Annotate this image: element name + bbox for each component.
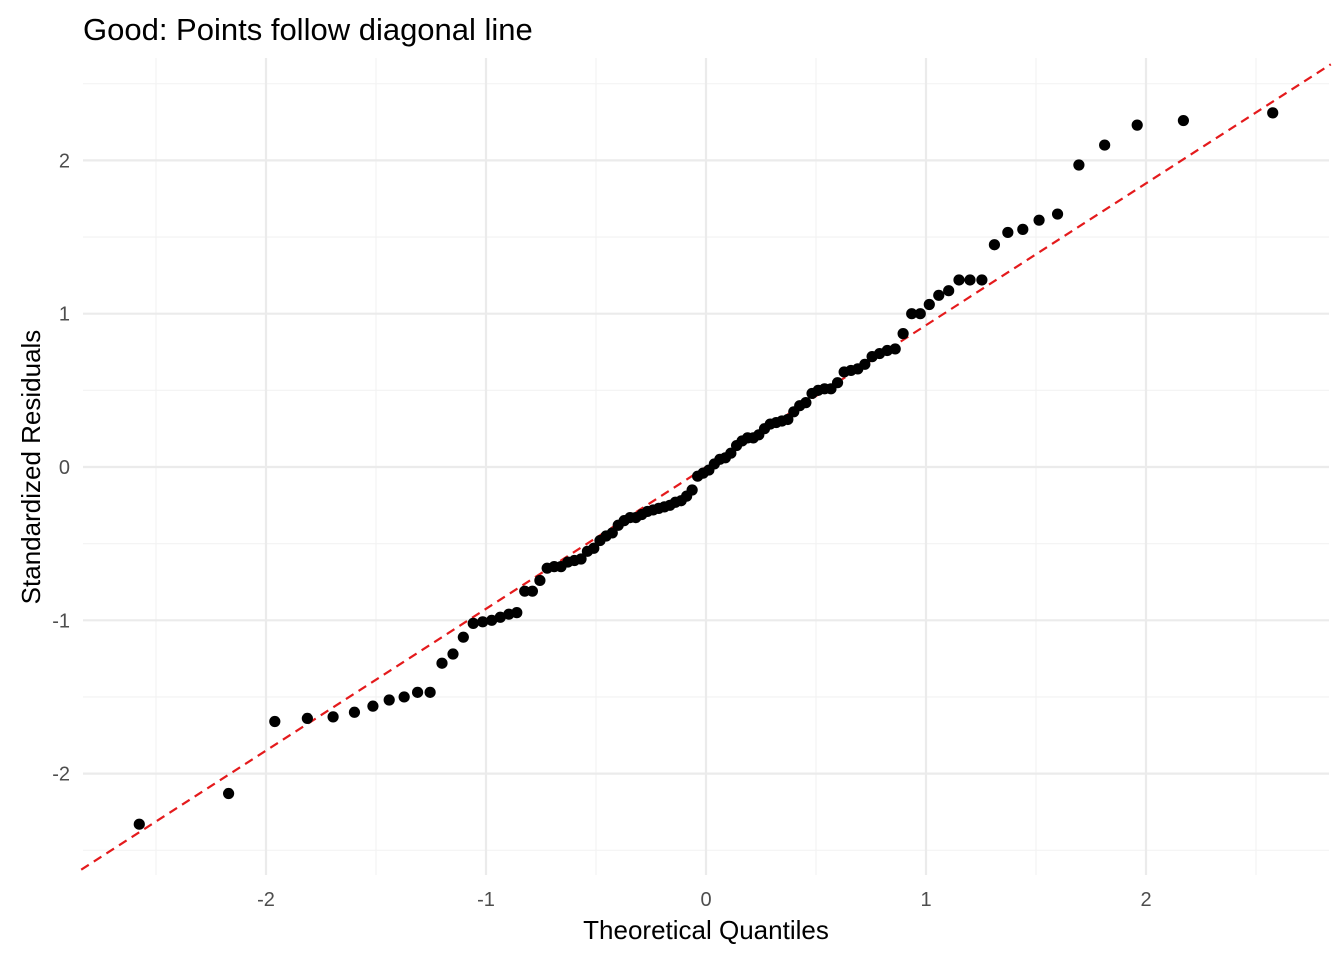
y-tick-label: -1 [52, 610, 70, 632]
y-axis-title: Standardized Residuals [16, 330, 46, 605]
data-point [1017, 223, 1029, 235]
data-point [436, 657, 448, 669]
data-point [223, 787, 235, 800]
points-layer [133, 107, 1279, 830]
data-point [1131, 119, 1143, 131]
data-point [782, 413, 794, 426]
data-point [411, 686, 424, 698]
chart-title: Good: Points follow diagonal line [83, 12, 533, 47]
x-tick-label: 0 [700, 889, 711, 911]
data-point [494, 611, 506, 623]
data-point [348, 706, 361, 718]
data-point [1033, 214, 1045, 226]
y-tick-label: -2 [52, 764, 70, 786]
data-point [424, 686, 436, 698]
data-point [301, 712, 313, 725]
data-point [976, 274, 988, 286]
y-tick-label: 1 [59, 304, 70, 326]
data-point [1267, 107, 1279, 119]
data-point [897, 328, 909, 340]
x-tick-label: -2 [257, 889, 275, 911]
data-point [467, 617, 479, 629]
data-point [486, 614, 498, 626]
data-point [933, 289, 945, 301]
data-point [133, 818, 145, 830]
x-tick-label: -1 [477, 889, 495, 911]
data-point [943, 285, 955, 297]
data-point [1051, 208, 1064, 220]
data-point [511, 607, 523, 619]
data-point [964, 274, 976, 286]
data-point [534, 574, 546, 587]
x-axis-title: Theoretical Quantiles [583, 915, 829, 945]
data-point [725, 447, 737, 459]
data-point [889, 343, 901, 355]
data-point [1002, 226, 1014, 239]
data-point [588, 542, 600, 554]
x-tick-label: 1 [920, 889, 931, 911]
data-point [457, 631, 469, 643]
data-point [906, 308, 918, 320]
data-point [575, 553, 587, 565]
data-point [1099, 139, 1111, 151]
data-point [526, 585, 539, 597]
data-point [606, 527, 618, 539]
data-point [447, 648, 459, 660]
x-tick-label: 2 [1140, 889, 1151, 911]
data-point [859, 358, 871, 370]
data-point [1073, 159, 1085, 171]
y-tick-label: 2 [59, 150, 70, 172]
data-point [477, 616, 489, 628]
data-point [327, 711, 339, 723]
data-point [953, 274, 965, 286]
data-point [988, 239, 1001, 251]
data-point [914, 308, 926, 320]
y-tick-label: 0 [59, 457, 70, 479]
data-point [923, 298, 935, 311]
data-point [398, 691, 410, 703]
data-point [1177, 114, 1189, 127]
data-point [686, 484, 698, 496]
data-point [519, 585, 531, 597]
data-point [831, 377, 844, 389]
data-point [367, 700, 379, 712]
data-point [383, 694, 395, 706]
data-point [269, 715, 281, 728]
data-point [800, 397, 812, 409]
grid-layer [83, 58, 1329, 875]
tick-labels-layer: -2 -1 0 1 2 -2 -1 0 1 2 [52, 150, 1151, 911]
